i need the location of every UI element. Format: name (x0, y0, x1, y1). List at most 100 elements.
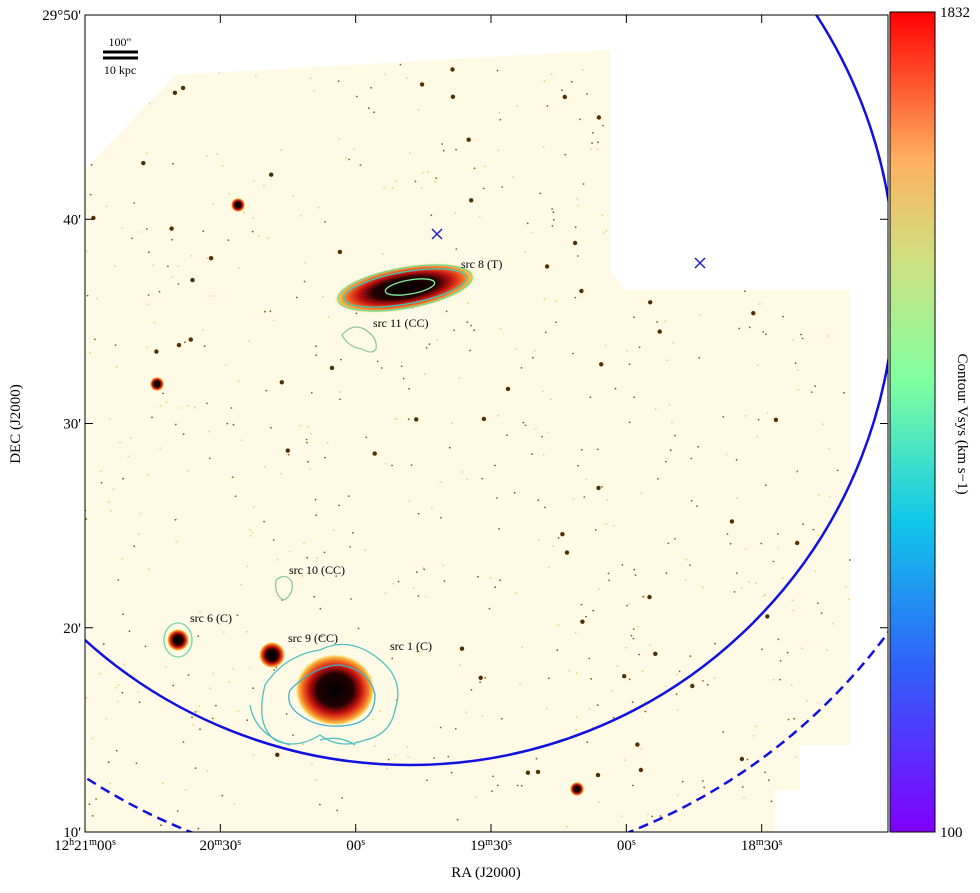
star (208, 256, 214, 261)
star (279, 380, 284, 385)
star (340, 358, 342, 361)
star (479, 681, 481, 683)
star (199, 728, 201, 731)
star (764, 771, 767, 774)
star (685, 558, 688, 561)
star (496, 497, 498, 499)
star (722, 731, 725, 733)
star (497, 149, 500, 152)
star (624, 759, 626, 761)
star (119, 441, 121, 444)
star (102, 643, 105, 646)
star (656, 321, 658, 323)
star (790, 684, 793, 686)
x-tick-label: 00s (617, 837, 636, 854)
star (551, 208, 553, 210)
star (228, 192, 231, 195)
star (777, 533, 779, 535)
star (744, 290, 746, 292)
star (117, 700, 119, 703)
star (814, 570, 817, 573)
star (406, 77, 408, 80)
star (768, 779, 770, 781)
star (408, 152, 411, 155)
star (706, 683, 709, 686)
star (779, 660, 782, 662)
star (596, 448, 599, 451)
star (638, 767, 644, 773)
star (498, 528, 500, 530)
star (423, 373, 426, 376)
star (544, 331, 547, 334)
star (477, 575, 479, 578)
star (779, 678, 781, 681)
star (641, 670, 644, 673)
star (384, 592, 387, 595)
star (202, 230, 205, 233)
star (698, 356, 701, 359)
star (450, 771, 453, 774)
star (541, 435, 543, 438)
star (263, 184, 265, 187)
star (588, 708, 591, 710)
star (115, 749, 118, 752)
star (690, 457, 693, 460)
star (756, 364, 759, 367)
star (794, 755, 797, 758)
star (292, 734, 294, 736)
star (117, 684, 120, 686)
star (817, 494, 820, 496)
star (765, 333, 767, 336)
star (161, 782, 164, 785)
star (506, 434, 508, 437)
star (499, 579, 502, 582)
star (422, 171, 425, 174)
star (481, 416, 487, 422)
star (591, 142, 593, 145)
star (699, 314, 701, 317)
star (520, 646, 523, 648)
star (122, 477, 124, 480)
star (417, 108, 420, 111)
star (417, 512, 420, 515)
star (478, 215, 481, 218)
y-tick-label: 40' (63, 212, 81, 228)
star (733, 591, 736, 593)
star (112, 488, 115, 491)
star (628, 421, 631, 424)
star (515, 592, 518, 595)
star (786, 651, 789, 654)
star (326, 441, 329, 444)
star (212, 672, 214, 675)
star (572, 352, 574, 355)
star (90, 163, 93, 166)
star (757, 418, 760, 421)
galaxy (295, 654, 375, 726)
star (114, 344, 117, 346)
star (337, 249, 343, 255)
star (484, 676, 487, 679)
star (542, 390, 545, 393)
star (135, 762, 138, 765)
star (635, 742, 640, 747)
star (816, 702, 819, 704)
star (355, 312, 358, 315)
star (351, 532, 354, 534)
star (562, 94, 567, 100)
star (794, 362, 797, 365)
star (740, 586, 743, 589)
star (458, 376, 461, 379)
star (622, 674, 627, 679)
star (172, 683, 175, 685)
star (612, 524, 615, 527)
star (616, 665, 619, 668)
star (524, 424, 527, 427)
star (158, 290, 161, 293)
star (252, 754, 255, 756)
star (547, 566, 550, 569)
star (272, 319, 275, 322)
star (576, 255, 579, 257)
star (614, 387, 617, 390)
star (465, 711, 468, 714)
star (589, 396, 592, 399)
